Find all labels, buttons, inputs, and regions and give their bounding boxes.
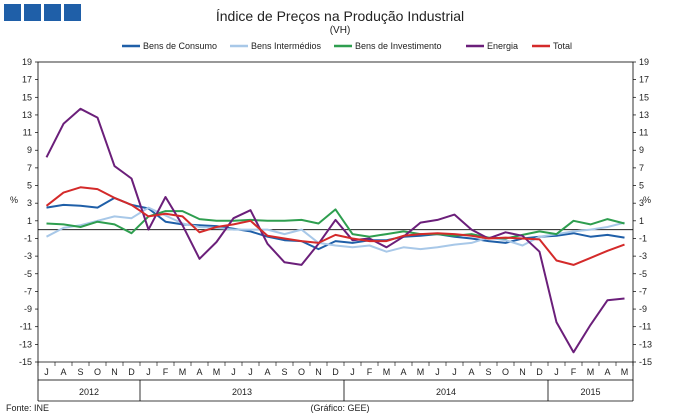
x-tick-label: D bbox=[332, 367, 339, 377]
legend-label: Bens de Consumo bbox=[143, 41, 217, 51]
y-tick-label-right: -15 bbox=[639, 357, 652, 367]
series-line-total bbox=[47, 187, 625, 265]
legend-label: Energia bbox=[487, 41, 518, 51]
y-tick-label-left: 5 bbox=[27, 181, 32, 191]
x-tick-label: M bbox=[587, 367, 595, 377]
x-tick-label: J bbox=[248, 367, 253, 377]
x-tick-label: S bbox=[281, 367, 287, 377]
y-tick-label-left: -7 bbox=[24, 286, 32, 296]
y-tick-label-right: -11 bbox=[639, 322, 651, 332]
y-tick-label-left: 3 bbox=[27, 198, 32, 208]
x-tick-label: N bbox=[315, 367, 322, 377]
y-tick-label-left: -1 bbox=[24, 233, 32, 243]
y-tick-label-left: 11 bbox=[23, 128, 32, 138]
y-tick-label-left: -9 bbox=[24, 304, 32, 314]
x-tick-label: A bbox=[468, 367, 474, 377]
x-tick-label: A bbox=[60, 367, 66, 377]
y-tick-label-right: 17 bbox=[639, 75, 649, 85]
x-tick-label: A bbox=[196, 367, 202, 377]
x-tick-label: F bbox=[367, 367, 373, 377]
x-tick-label: O bbox=[502, 367, 509, 377]
y-tick-label-right: -13 bbox=[639, 339, 652, 349]
y-tick-label-right: 9 bbox=[639, 145, 644, 155]
y-tick-label-right: 1 bbox=[639, 216, 644, 226]
y-tick-label-left: -15 bbox=[19, 357, 32, 367]
y-tick-label-right: 7 bbox=[639, 163, 644, 173]
x-tick-label: F bbox=[163, 367, 169, 377]
y-tick-label-right: -5 bbox=[639, 269, 647, 279]
x-tick-label: O bbox=[94, 367, 101, 377]
x-tick-label: J bbox=[231, 367, 236, 377]
y-tick-label-right: 5 bbox=[639, 181, 644, 191]
y-tick-label-left: 1 bbox=[27, 216, 32, 226]
x-tick-label: D bbox=[536, 367, 543, 377]
x-tick-label: O bbox=[298, 367, 305, 377]
year-label: 2012 bbox=[79, 387, 99, 397]
year-label: 2013 bbox=[232, 387, 252, 397]
x-tick-label: A bbox=[604, 367, 610, 377]
x-tick-label: M bbox=[213, 367, 221, 377]
x-tick-label: J bbox=[554, 367, 559, 377]
y-tick-label-right: 13 bbox=[639, 110, 649, 120]
x-tick-label: J bbox=[44, 367, 49, 377]
legend-label: Bens de Investimento bbox=[355, 41, 442, 51]
y-tick-label-left: -11 bbox=[20, 322, 32, 332]
x-tick-label: A bbox=[264, 367, 270, 377]
x-tick-label: J bbox=[452, 367, 457, 377]
y-tick-label-left: 17 bbox=[22, 75, 32, 85]
x-tick-label: J bbox=[350, 367, 355, 377]
y-tick-label-right: -7 bbox=[639, 286, 647, 296]
year-label: 2015 bbox=[580, 387, 600, 397]
x-tick-label: J bbox=[435, 367, 440, 377]
y-tick-label-left: 7 bbox=[27, 163, 32, 173]
y-tick-label-right: -1 bbox=[639, 233, 647, 243]
y-axis-label-right: % bbox=[643, 195, 651, 205]
y-tick-label-right: -9 bbox=[639, 304, 647, 314]
legend-label: Total bbox=[553, 41, 572, 51]
x-tick-label: M bbox=[179, 367, 187, 377]
x-tick-label: M bbox=[621, 367, 629, 377]
y-tick-label-right: 11 bbox=[639, 128, 648, 138]
x-tick-label: D bbox=[128, 367, 135, 377]
line-chart: 19 1917 1715 1513 1311 119 97 75 53 31 1-1 -1-3 -3-5… bbox=[0, 0, 680, 419]
y-tick-label-left: 19 bbox=[22, 57, 32, 67]
y-tick-label-left: 9 bbox=[27, 145, 32, 155]
legend-label: Bens Intermédios bbox=[251, 41, 322, 51]
y-tick-label-right: 15 bbox=[639, 92, 649, 102]
y-tick-label-left: 13 bbox=[22, 110, 32, 120]
y-tick-label-left: 15 bbox=[22, 92, 32, 102]
x-tick-label: N bbox=[519, 367, 526, 377]
x-tick-label: F bbox=[571, 367, 577, 377]
x-tick-label: J bbox=[146, 367, 151, 377]
x-tick-label: N bbox=[111, 367, 118, 377]
y-tick-label-right: -3 bbox=[639, 251, 647, 261]
credit-note: (Gráfico: GEE) bbox=[0, 403, 680, 413]
y-axis-label-left: % bbox=[10, 195, 18, 205]
x-tick-label: S bbox=[77, 367, 83, 377]
x-tick-label: M bbox=[383, 367, 391, 377]
y-tick-label-right: 19 bbox=[639, 57, 649, 67]
y-tick-label-left: -5 bbox=[24, 269, 32, 279]
x-tick-label: M bbox=[417, 367, 425, 377]
year-label: 2014 bbox=[436, 387, 456, 397]
y-tick-label-left: -13 bbox=[19, 339, 32, 349]
x-tick-label: S bbox=[485, 367, 491, 377]
y-tick-label-left: -3 bbox=[24, 251, 32, 261]
x-tick-label: A bbox=[400, 367, 406, 377]
